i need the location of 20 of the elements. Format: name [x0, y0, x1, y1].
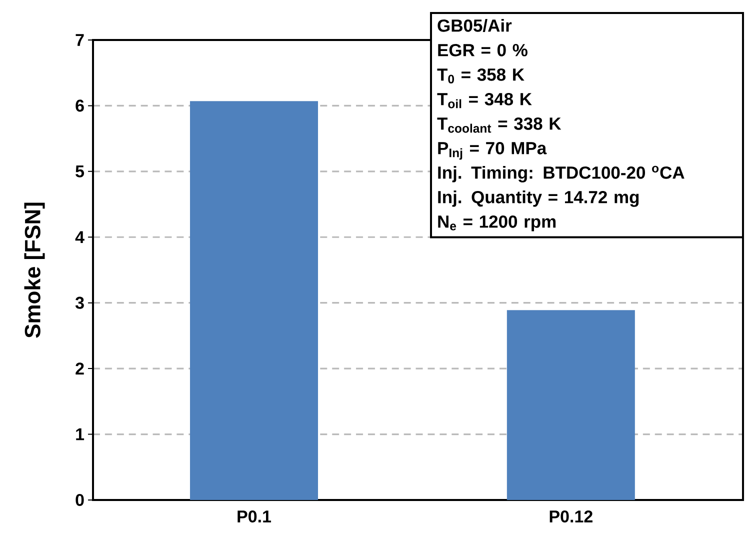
x-tick-label: P0.1: [238, 510, 272, 523]
y-tick-label: 3: [75, 296, 84, 309]
annotation: Inj. Timing: BTDC100-20 $^{o}$CA: [438, 166, 684, 182]
annotation: EGR = 0 %: [438, 44, 528, 56]
annotation: P$_{Inj}$ = 70 MPa: [438, 142, 547, 160]
y-tick-label: 7: [76, 34, 84, 46]
annotation: T$_{0}$ = 358 K: [437, 68, 524, 84]
annotation: T$_{coolant}$ = 338 K: [437, 117, 562, 133]
annotation: T$_{oil}$ = 348 K: [437, 92, 532, 108]
y-tick-label: 6: [76, 100, 84, 112]
y-tick-label: 2: [76, 362, 84, 374]
y-axis-title: Smoke [FSN]: [24, 202, 45, 338]
annotation: N$_{e}$ = 1200 rpm: [438, 215, 556, 232]
y-tick-label: 1: [76, 428, 84, 440]
text: GB05/Air: [438, 18, 512, 32]
y-tick-label: 5: [76, 165, 84, 178]
annotation: Inj. Quantity = 14.72 mg: [438, 190, 639, 207]
y-tick-label: 4: [75, 231, 84, 243]
y-tick-label: 0: [76, 494, 84, 506]
x-tick-label: P0.12: [550, 510, 592, 523]
